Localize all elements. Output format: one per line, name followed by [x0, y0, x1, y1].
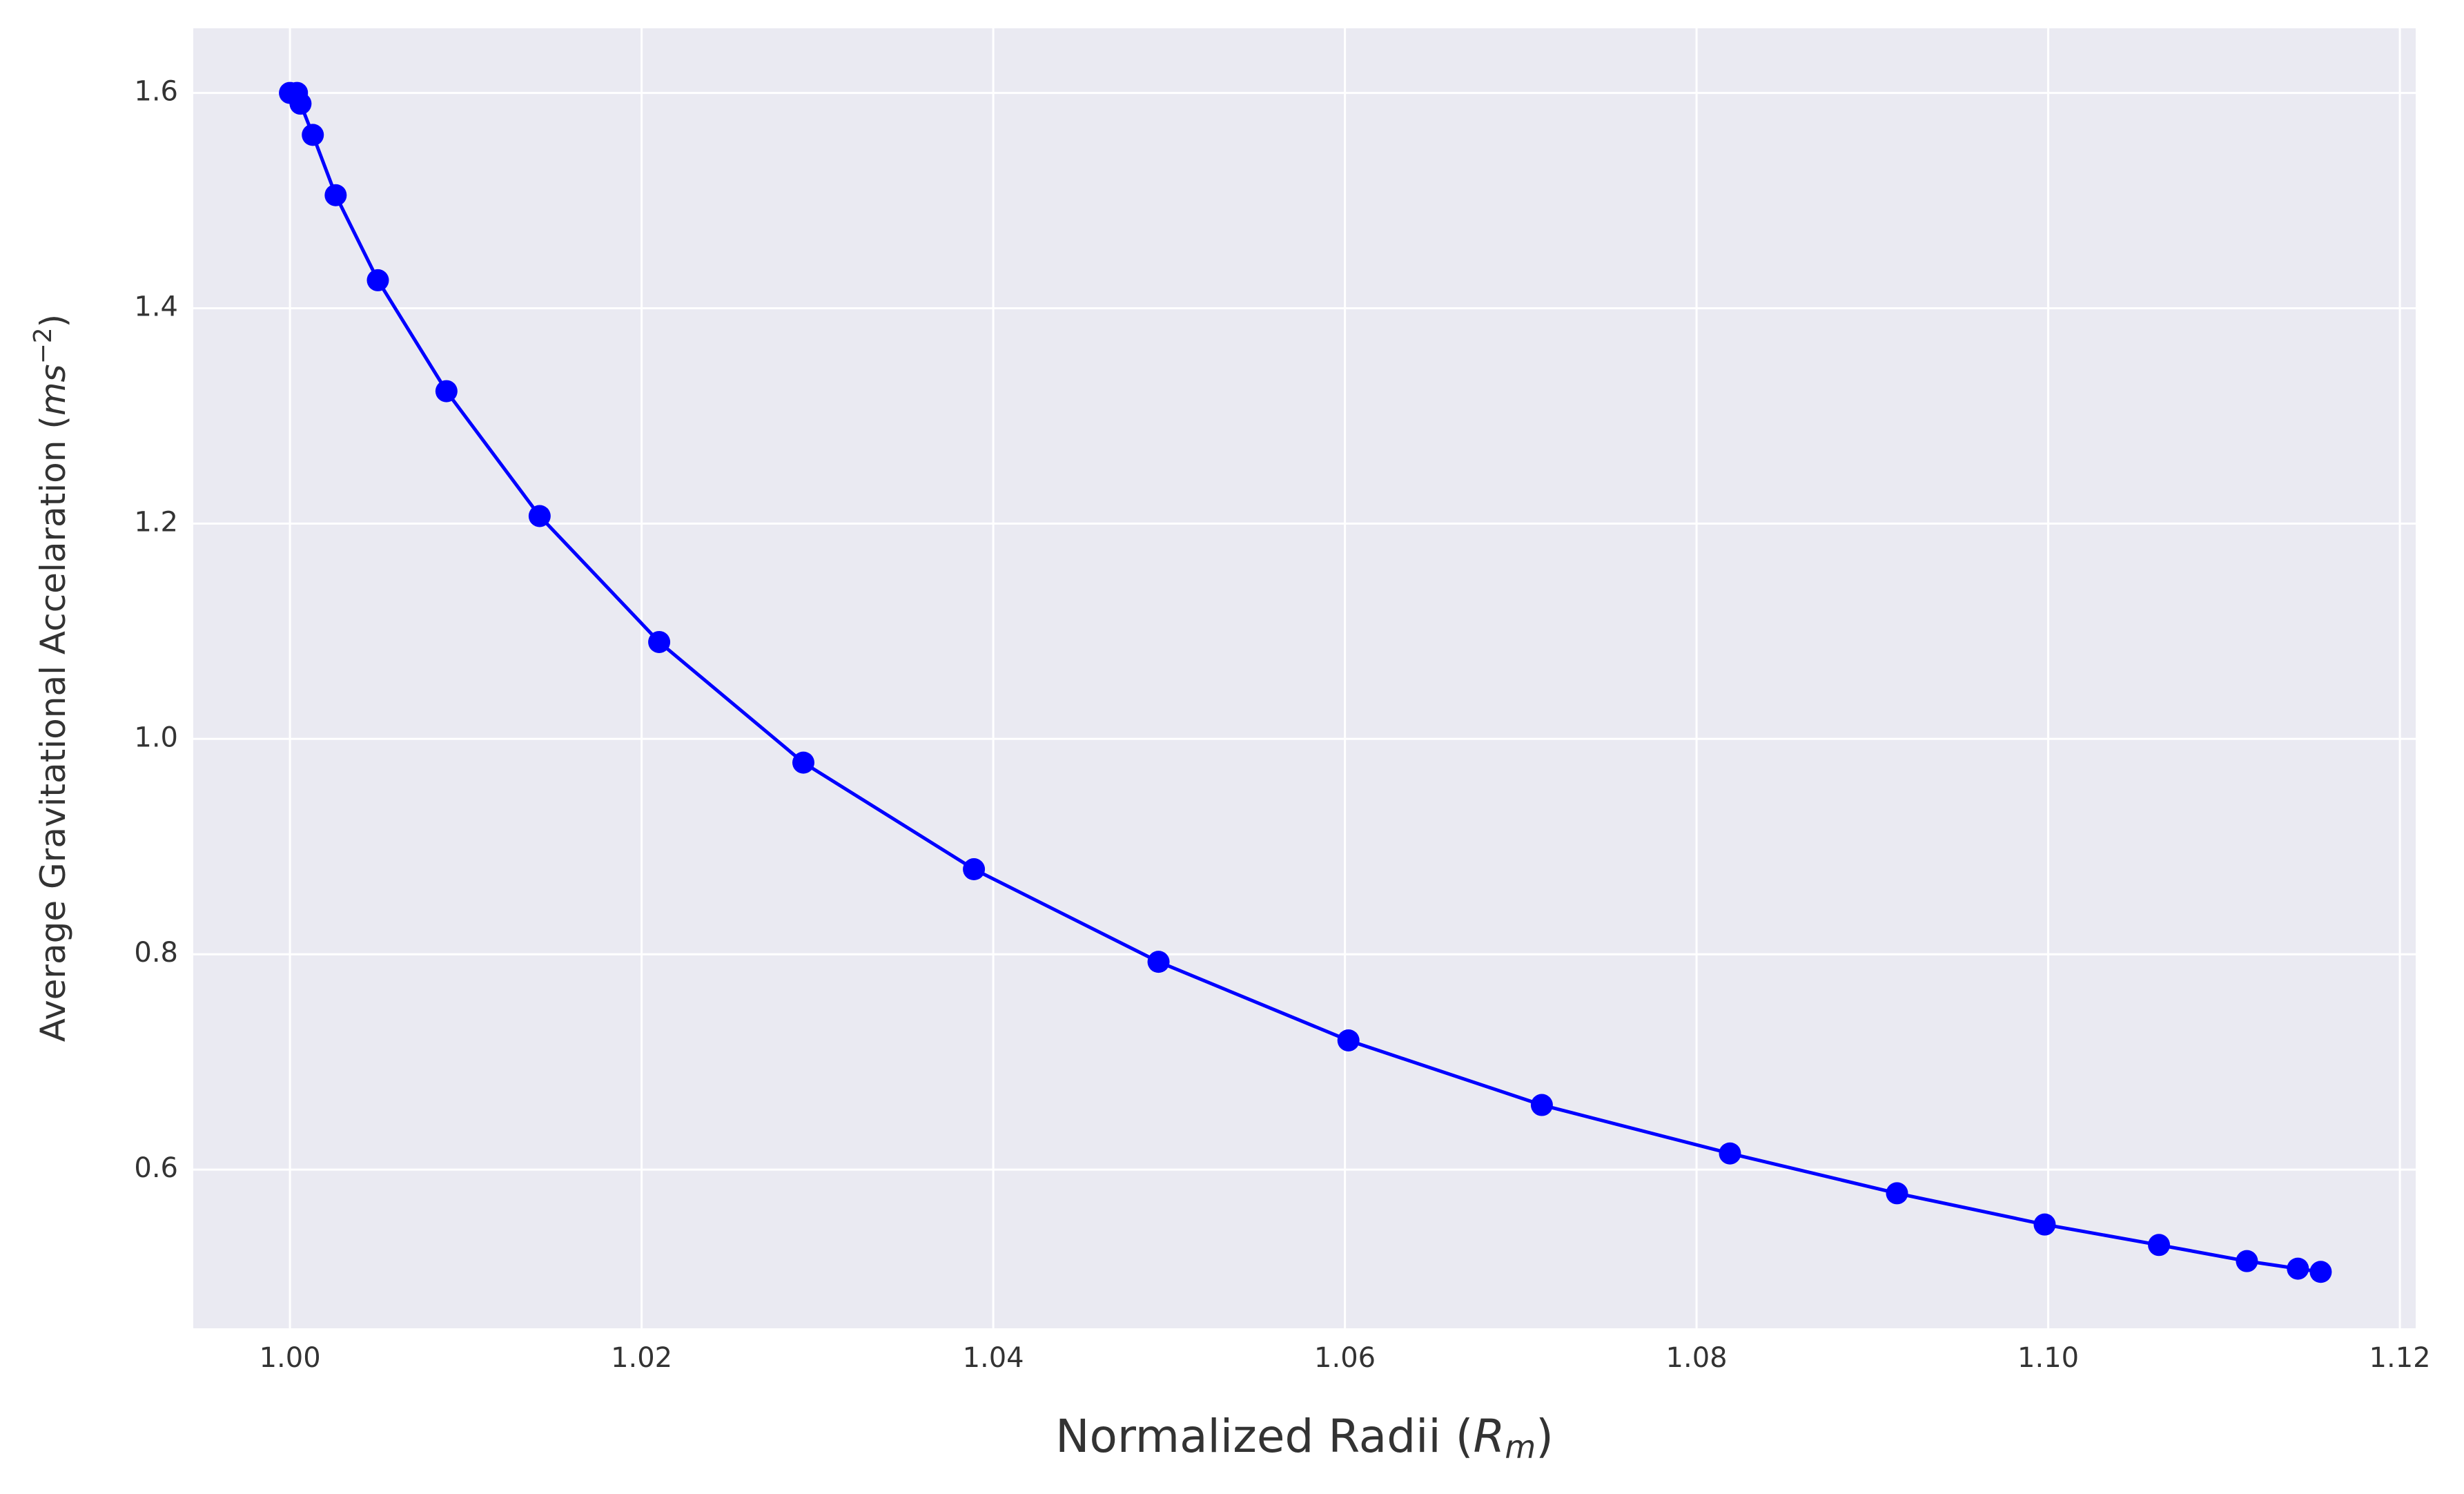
x-tick-label: 1.02 — [611, 1342, 672, 1374]
y-label-superscript: −2 — [29, 327, 57, 364]
y-axis-label: Average Gravitational Accelaration (ms−2… — [29, 314, 73, 1042]
x-label-subscript: m — [1505, 1428, 1536, 1466]
x-label-symbol: R — [1474, 1410, 1505, 1463]
y-tick-label: 0.6 — [134, 1152, 178, 1184]
data-point — [528, 505, 551, 527]
y-tick-label: 1.2 — [134, 506, 178, 538]
y-label-text: Average Gravitational Accelaration ( — [33, 416, 73, 1042]
y-tick-label: 0.8 — [134, 937, 178, 969]
x-tick-label: 1.10 — [2017, 1342, 2079, 1374]
data-point — [648, 630, 671, 653]
x-tick-label: 1.06 — [1314, 1342, 1376, 1374]
x-tick-label: 1.00 — [260, 1342, 321, 1374]
data-point — [2309, 1261, 2332, 1283]
data-point — [963, 858, 986, 881]
data-point — [1147, 951, 1170, 973]
data-point — [366, 269, 389, 291]
x-label-text: Normalized Radii ( — [1055, 1410, 1473, 1463]
data-point — [2033, 1213, 2056, 1236]
data-point — [324, 184, 347, 206]
data-point — [2148, 1234, 2171, 1257]
x-label-text: ) — [1536, 1410, 1554, 1463]
y-label-symbol: ms — [33, 364, 73, 416]
y-label-text: ) — [33, 314, 73, 328]
data-point — [302, 124, 324, 146]
x-tick-label: 1.12 — [2369, 1342, 2431, 1374]
x-tick-label: 1.04 — [963, 1342, 1024, 1374]
y-tick-label: 1.6 — [134, 76, 178, 108]
x-axis-label: Normalized Radii (Rm) — [1055, 1410, 1554, 1465]
data-point — [1530, 1094, 1553, 1116]
y-tick-label: 1.4 — [134, 291, 178, 322]
data-point — [792, 751, 814, 774]
data-point — [1886, 1182, 1908, 1205]
data-point — [435, 380, 458, 402]
x-tick-label: 1.08 — [1666, 1342, 1728, 1374]
data-point — [1337, 1029, 1360, 1051]
data-point — [2287, 1257, 2309, 1280]
data-point — [1719, 1142, 1741, 1165]
y-tick-label: 1.0 — [134, 721, 178, 753]
data-point — [289, 93, 312, 115]
plot-area — [193, 28, 2416, 1328]
grid — [193, 28, 2416, 1328]
data-point — [2236, 1250, 2258, 1272]
marks — [279, 81, 2332, 1283]
